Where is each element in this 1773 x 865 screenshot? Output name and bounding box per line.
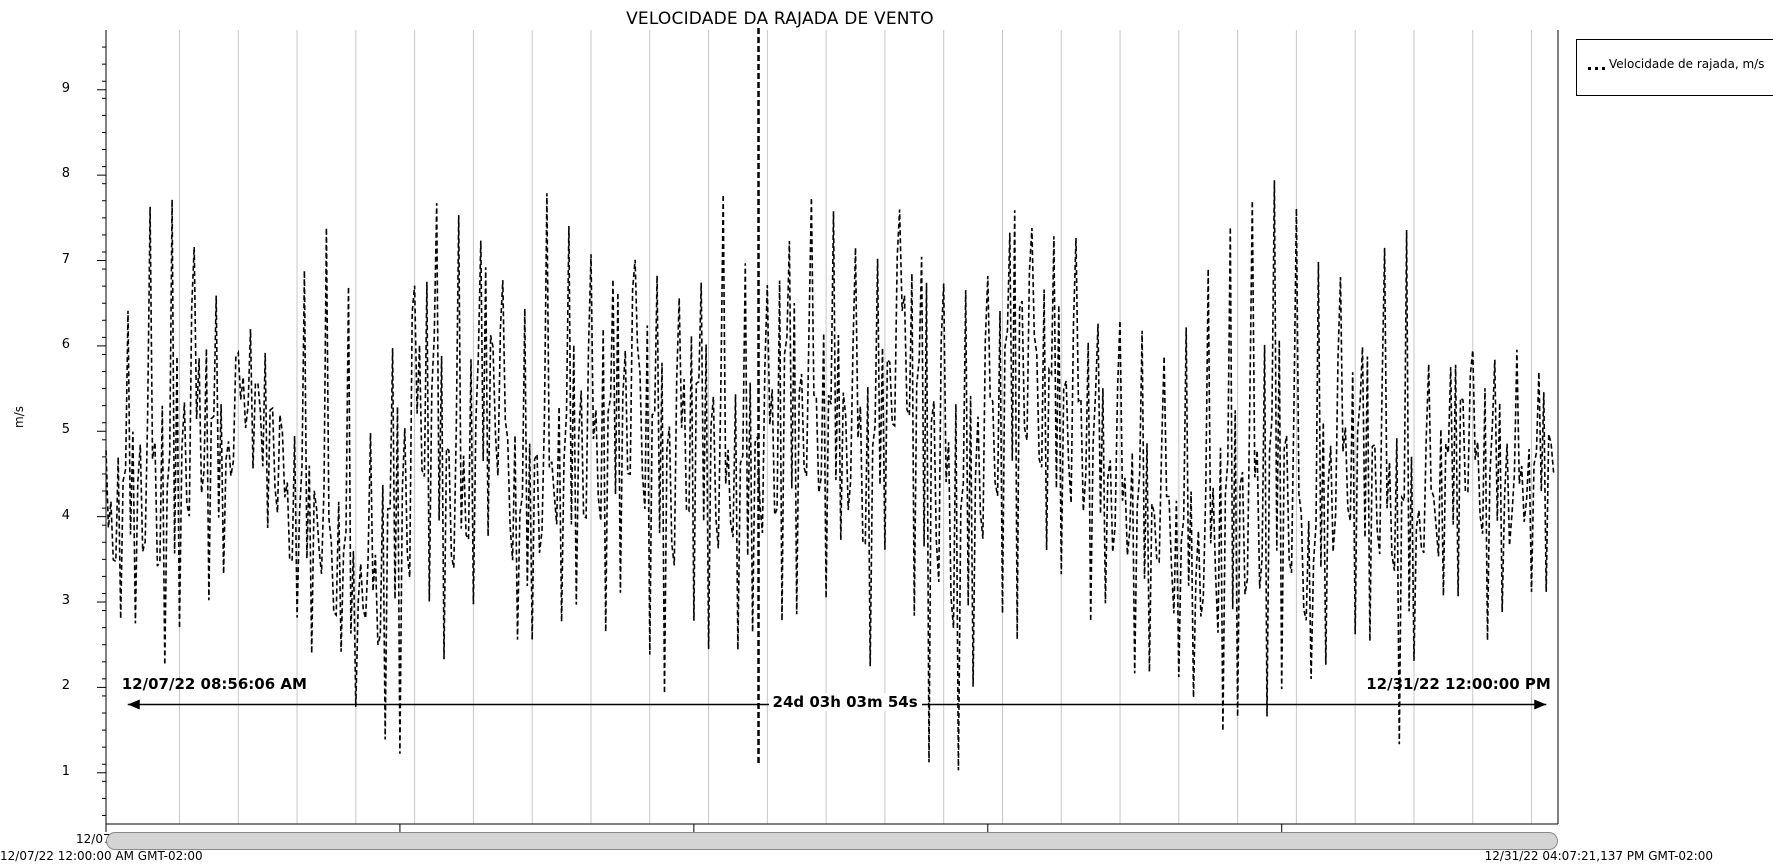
- chart-title: VELOCIDADE DA RAJADA DE VENTO: [626, 9, 934, 29]
- y-tick-label: 1: [61, 763, 70, 779]
- legend-label: Velocidade de rajada, m/s: [1609, 57, 1765, 71]
- y-tick-label: 5: [61, 422, 70, 438]
- legend: Velocidade de rajada, m/s: [1576, 39, 1773, 96]
- y-tick-label: 6: [61, 336, 70, 352]
- time-scrollbar[interactable]: [106, 832, 1558, 850]
- y-tick-label: 3: [61, 593, 70, 609]
- series-velocidade-rajada: [105, 28, 1555, 771]
- view-range-end: 12/31/22 04:07:21,137 PM GMT-02:00: [1484, 849, 1713, 863]
- x-tick-label: 12/07: [76, 832, 111, 846]
- y-tick-label: 8: [61, 166, 70, 182]
- axes: [97, 30, 1559, 832]
- y-axis-label: m/s: [11, 406, 26, 428]
- legend-swatch: [1588, 67, 1605, 70]
- measure-arrow-left: [127, 699, 140, 710]
- y-tick-label: 7: [61, 251, 70, 267]
- measure-arrow-right: [1534, 699, 1547, 710]
- grid-lines: [178, 30, 1533, 824]
- measure-duration-label: 24d 03h 03m 54s: [768, 693, 922, 712]
- y-tick-label: 4: [61, 507, 70, 523]
- y-tick-label: 9: [61, 80, 70, 96]
- series-line: [105, 180, 1555, 771]
- measure-end-label: 12/31/22 12:00:00 PM: [1366, 675, 1551, 694]
- measure-start-label: 12/07/22 08:56:06 AM: [121, 675, 307, 694]
- y-tick-label: 2: [61, 678, 70, 694]
- view-range-start: 12/07/22 12:00:00 AM GMT-02:00: [0, 849, 203, 863]
